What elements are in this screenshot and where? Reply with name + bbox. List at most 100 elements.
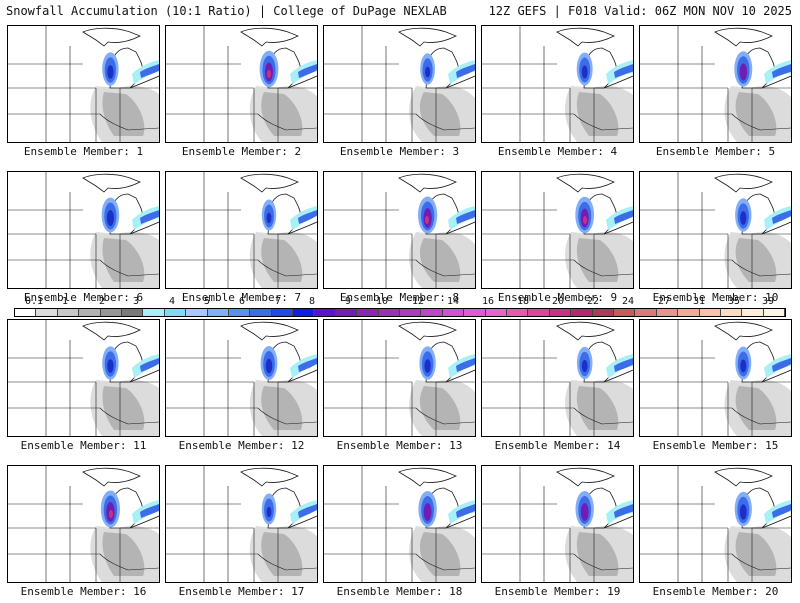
colorbar-label: 9: [344, 296, 352, 307]
colorbar-label: 24: [621, 296, 635, 307]
snow-band-core: [106, 209, 114, 227]
colorbar-swatch: [36, 309, 58, 316]
moderate-snow-shading: [419, 92, 461, 136]
ensemble-member-panel: Ensemble Member: 20: [639, 465, 792, 603]
colorbar-swatch: [678, 309, 700, 316]
ensemble-member-panel: Ensemble Member: 8: [323, 171, 476, 309]
state-border: [415, 259, 475, 277]
lake-erie-shore: [129, 515, 159, 529]
colorbar-label: 31: [692, 296, 706, 307]
colorbar-label: 20: [551, 296, 565, 307]
colorbar-swatch: [720, 309, 743, 316]
lake-erie-shore: [761, 75, 791, 89]
ensemble-member-label: Ensemble Member: 15: [652, 439, 779, 452]
colorbar-label: 35: [727, 296, 741, 307]
snowfall-map: [323, 465, 476, 583]
east-snow-band-core: [772, 64, 791, 78]
snowfall-map: [481, 171, 634, 289]
snow-band-core: [425, 66, 431, 78]
snow-band-core: [581, 359, 588, 373]
ensemble-member-label: Ensemble Member: 13: [336, 439, 463, 452]
colorbar-swatch: [400, 309, 422, 316]
east-snow-band-core: [772, 210, 791, 224]
moderate-snow-shading: [735, 386, 777, 430]
upper-peninsula: [714, 27, 773, 47]
upper-peninsula: [82, 467, 141, 487]
colorbar-label: 5: [203, 296, 211, 307]
colorbar-swatch: [357, 309, 379, 316]
snowfall-map: [7, 465, 160, 583]
east-snow-band-core: [140, 358, 159, 372]
upper-peninsula: [556, 467, 615, 487]
ensemble-member-label: Ensemble Member: 2: [181, 145, 302, 158]
upper-peninsula: [398, 321, 457, 341]
colorbar-swatch: [613, 309, 636, 316]
ensemble-member-panel: Ensemble Member: 2: [165, 25, 318, 163]
ensemble-member-label: Ensemble Member: 17: [178, 585, 305, 598]
state-border: [99, 553, 159, 571]
snowfall-map: [7, 319, 160, 437]
moderate-snow-shading: [419, 532, 461, 576]
lake-erie-shore: [761, 221, 791, 235]
ensemble-member-panel: Ensemble Member: 16: [7, 465, 160, 603]
state-border: [731, 259, 791, 277]
ensemble-member-panel: Ensemble Member: 14: [481, 319, 634, 457]
state-border: [415, 407, 475, 425]
lake-erie-shore: [603, 369, 633, 383]
lake-erie-shore: [287, 515, 317, 529]
snowfall-map: [639, 25, 792, 143]
snow-band-core: [266, 506, 272, 518]
ensemble-member-label: Ensemble Member: 18: [336, 585, 463, 598]
state-border: [731, 407, 791, 425]
upper-peninsula: [398, 173, 457, 193]
snowfall-map: [165, 465, 318, 583]
upper-peninsula: [398, 27, 457, 47]
colorbar-label: 8: [308, 296, 316, 307]
east-snow-band-core: [298, 504, 317, 518]
state-border: [257, 113, 317, 131]
colorbar-swatch: [742, 309, 764, 316]
moderate-snow-shading: [735, 532, 777, 576]
ensemble-member-panel: Ensemble Member: 18: [323, 465, 476, 603]
ensemble-member-label: Ensemble Member: 6: [23, 291, 144, 304]
moderate-snow-shading: [419, 238, 461, 282]
lake-erie-shore: [603, 515, 633, 529]
ensemble-member-label: Ensemble Member: 9: [497, 291, 618, 304]
ensemble-member-panel: Ensemble Member: 19: [481, 465, 634, 603]
colorbar-swatch: [228, 309, 251, 316]
lake-erie-shore: [761, 369, 791, 383]
moderate-snow-shading: [576, 92, 619, 136]
ensemble-member-label: Ensemble Member: 19: [494, 585, 621, 598]
ensemble-member-label: Ensemble Member: 16: [20, 585, 147, 598]
lake-erie-shore: [445, 75, 475, 89]
snowfall-map: [323, 171, 476, 289]
snowfall-map: [323, 25, 476, 143]
colorbar-swatch: [79, 309, 101, 316]
moderate-snow-shading: [576, 386, 619, 430]
ensemble-member-label: Ensemble Member: 14: [494, 439, 621, 452]
colorbar-label: 14: [446, 296, 460, 307]
colorbar-strip: [14, 308, 786, 317]
ensemble-member-panel: Ensemble Member: 12: [165, 319, 318, 457]
east-snow-band-core: [614, 504, 633, 518]
moderate-snow-shading: [261, 532, 303, 576]
upper-peninsula: [240, 321, 299, 341]
ensemble-member-panel: Ensemble Member: 4: [481, 25, 634, 163]
east-snow-band-core: [140, 504, 159, 518]
colorbar-label: 39: [761, 296, 775, 307]
snowfall-map: [639, 465, 792, 583]
moderate-snow-shading: [261, 386, 303, 430]
east-snow-band-core: [298, 210, 317, 224]
upper-peninsula: [82, 321, 141, 341]
lake-erie-shore: [129, 369, 159, 383]
ensemble-member-panel: Ensemble Member: 3: [323, 25, 476, 163]
lake-erie-shore: [287, 75, 317, 89]
state-border: [415, 553, 475, 571]
state-border: [415, 113, 475, 131]
ensemble-member-label: Ensemble Member: 5: [655, 145, 776, 158]
upper-peninsula: [714, 467, 773, 487]
upper-peninsula: [240, 27, 299, 47]
moderate-snow-shading: [576, 238, 619, 282]
upper-peninsula: [714, 321, 773, 341]
east-snow-band-core: [772, 358, 791, 372]
